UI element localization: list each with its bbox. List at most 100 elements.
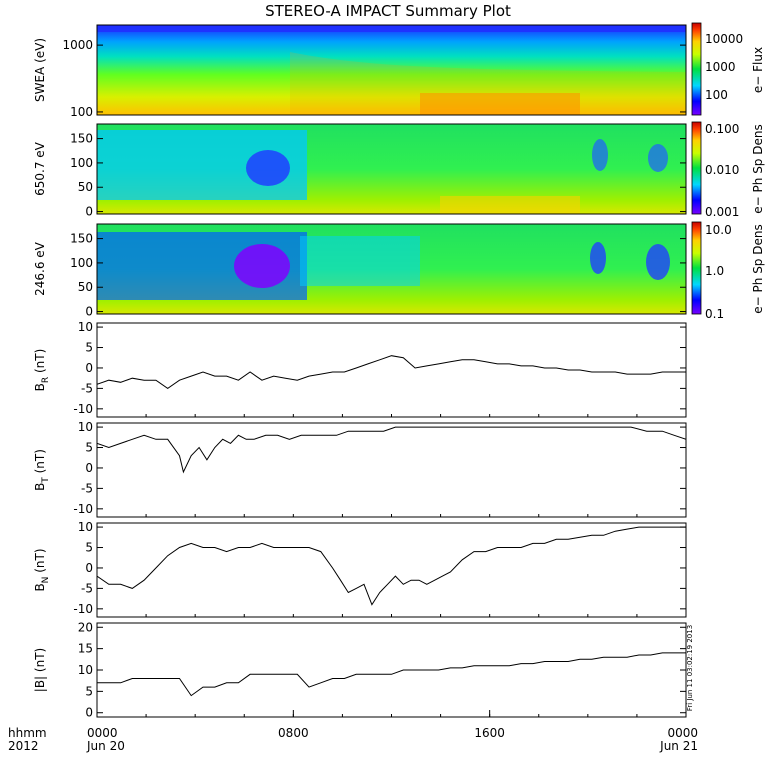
pad-650-colorbar <box>691 121 702 215</box>
pad-650-panel: 0 50 100 150 650.7 eV 0.100 0.010 0.001 e− … <box>33 121 765 219</box>
pad-650-ylabel: 650.7 eV <box>33 141 47 196</box>
year-label: 2012 <box>8 739 39 753</box>
y-tick-label: 150 <box>70 232 93 246</box>
y-tick-label: 100 <box>70 256 93 270</box>
line-panel: 0 5 10 15 20 |B| (nT) <box>33 620 687 720</box>
ylabel-main: B <box>33 383 47 391</box>
pad-246-dropout-3 <box>646 244 670 280</box>
swea-y-axis: 100 1000 <box>62 38 686 119</box>
swea-enhanced-flux <box>420 93 580 115</box>
pad-650-dropout <box>246 150 290 186</box>
pad-246-dropout-2 <box>590 242 606 274</box>
y-tick-label: -10 <box>73 602 93 616</box>
pad-246-y-axis: 0 50 100 150 <box>70 232 686 319</box>
pad-650-cbar-label: e− Ph Sp Dens <box>751 124 765 213</box>
line-panel: -10 -5 0 5 10 BN (nT) <box>33 520 687 618</box>
field-series-line <box>97 526 686 606</box>
swea-spectrogram <box>97 25 686 115</box>
line-panel-frame <box>96 622 687 718</box>
y-tick-label: 1000 <box>62 38 93 52</box>
pad-246-colorbar <box>691 221 702 315</box>
pad-246-cbar-tick-10: 10.0 <box>705 223 732 237</box>
ylabel-main: |B| <box>33 676 47 692</box>
y-tick-label: 10 <box>78 520 93 534</box>
ylabel-sub: N <box>41 577 51 584</box>
line-panel-frame <box>96 422 687 518</box>
x-tick-label: 0000 <box>667 726 698 740</box>
y-tick-label: 0 <box>85 361 93 375</box>
y-tick-label: 100 <box>70 156 93 170</box>
line-panel: -10 -5 0 5 10 BR (nT) <box>33 320 687 418</box>
swea-ylabel: SWEA (eV) <box>33 38 47 102</box>
y-tick-label: -10 <box>73 502 93 516</box>
y-tick-label: -10 <box>73 402 93 416</box>
line-panel-frame <box>96 522 687 618</box>
swea-high-energy-band <box>97 25 686 32</box>
x-tick-label: 0000 <box>87 726 118 740</box>
y-tick-label: 15 <box>78 642 93 656</box>
ylabel-sub: R <box>41 377 51 383</box>
y-tick-label: -5 <box>81 381 93 395</box>
y-tick-label: 150 <box>70 132 93 146</box>
x-tick-label: 1600 <box>474 726 505 740</box>
timestamp-stamp: Fri Jun 11 03:02:19 2013 <box>686 625 694 711</box>
ylabel-unit: (nT) <box>33 548 47 576</box>
y-tick-label: 50 <box>78 180 93 194</box>
pad-650-cbar-tick-0100: 0.100 <box>705 122 739 136</box>
ylabel-unit: (nT) <box>33 648 47 676</box>
y-tick-label: 20 <box>78 620 93 634</box>
pad-246-panel: 0 50 100 150 246.6 eV 10.0 1.0 0.1 e− Ph Sp… <box>33 221 765 321</box>
x-tick-date: Jun 21 <box>659 739 698 753</box>
ylabel-sub: T <box>41 477 51 484</box>
y-tick-label: 100 <box>70 105 93 119</box>
pad-246-frame <box>96 223 687 315</box>
pad-246-ylabel: 246.6 eV <box>33 241 47 296</box>
swea-cbar-tick-100: 100 <box>705 88 728 102</box>
swea-colorbar <box>691 22 702 116</box>
y-tick-label: 5 <box>85 441 93 455</box>
swea-cbar-tick-10000: 10000 <box>705 32 743 46</box>
y-tick-label: 50 <box>78 280 93 294</box>
field-series-line <box>97 355 686 390</box>
pad-650-cbar-tick-0010: 0.010 <box>705 163 739 177</box>
field-series-line <box>97 426 686 474</box>
y-tick-label: 5 <box>85 541 93 555</box>
y-tick-label: 10 <box>78 320 93 334</box>
pad-246-dropout <box>234 244 290 288</box>
x-tick-label: 0800 <box>278 726 309 740</box>
pad-650-y-axis: 0 50 100 150 <box>70 132 686 219</box>
y-tick-label: 0 <box>85 305 93 319</box>
line-panel-ylabel: BT (nT) <box>33 449 51 491</box>
swea-cbar-tick-1000: 1000 <box>705 60 736 74</box>
line-panel-ylabel: BR (nT) <box>33 349 51 392</box>
ylabel-main: B <box>33 583 47 591</box>
line-panel: -10 -5 0 5 10 BT (nT) <box>33 420 687 518</box>
y-tick-label: -5 <box>81 481 93 495</box>
pad-246-cbar-tick-01: 0.1 <box>705 307 724 321</box>
hhmm-label: hhmm <box>8 726 47 740</box>
pad-650-cbar-tick-0001: 0.001 <box>705 205 739 219</box>
y-tick-label: 0 <box>85 205 93 219</box>
pad-246-mid-region <box>300 236 420 286</box>
y-tick-label: 0 <box>85 561 93 575</box>
line-panel-ylabel: BN (nT) <box>33 548 51 591</box>
y-tick-label: 10 <box>78 663 93 677</box>
y-tick-label: 10 <box>78 420 93 434</box>
line-panel-ylabel: |B| (nT) <box>33 648 47 692</box>
swea-panel: 100 1000 SWEA (eV) 10000 1000 100 e− Flux <box>33 22 765 119</box>
ylabel-unit: (nT) <box>33 449 47 477</box>
pad-246-cbar-label: e− Ph Sp Dens <box>751 224 765 313</box>
pad-650-enhanced <box>440 196 580 214</box>
field-series-line <box>97 652 686 697</box>
pad-650-dropout-3 <box>648 144 668 172</box>
ylabel-main: B <box>33 483 47 491</box>
swea-frame <box>96 24 687 116</box>
y-tick-label: 5 <box>85 684 93 698</box>
y-tick-label: -5 <box>81 581 93 595</box>
line-panel-frame <box>96 322 687 418</box>
pad-650-dropout-2 <box>592 139 608 171</box>
y-tick-label: 5 <box>85 341 93 355</box>
